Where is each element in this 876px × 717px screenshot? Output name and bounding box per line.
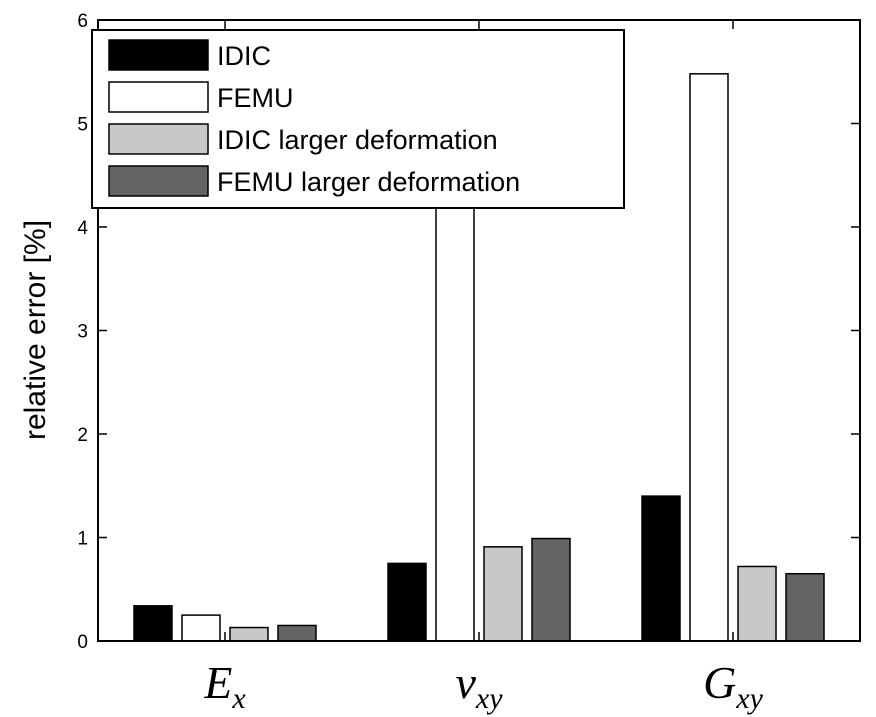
category-subscript: xy <box>735 682 763 715</box>
category-symbol: ν <box>455 657 476 708</box>
category-subscript: xy <box>475 682 503 715</box>
legend-swatch <box>108 81 209 113</box>
x-category-label: Gxy <box>703 657 764 715</box>
bar-femu-1 <box>435 200 475 642</box>
category-symbol: E <box>203 657 232 708</box>
bar-idic-larger-deformation-0 <box>229 626 269 642</box>
bar-idic-1 <box>387 562 427 642</box>
bar-femu-2 <box>689 73 729 642</box>
y-tick-label: 2 <box>77 425 88 446</box>
bar-idic-larger-deformation-1 <box>483 546 523 642</box>
y-tick-labels: 0 1 2 3 4 5 6 <box>77 11 88 653</box>
category-symbol: G <box>703 657 736 708</box>
bars <box>133 73 825 642</box>
bar-femu-larger-deformation-1 <box>531 537 571 642</box>
x-category-label: νxy <box>455 657 503 715</box>
x-category-labels: Ex νxy Gxy <box>203 657 763 715</box>
legend-label: FEMU <box>217 83 294 113</box>
category-subscript: x <box>231 682 246 715</box>
legend-swatch <box>108 123 209 155</box>
y-tick-label: 1 <box>77 529 88 550</box>
legend-label: FEMU larger deformation <box>217 167 520 197</box>
x-category-label: Ex <box>203 657 246 715</box>
bar-idic-2 <box>641 495 681 642</box>
y-tick-label: 6 <box>77 11 88 32</box>
legend-swatch <box>108 39 209 71</box>
bar-femu-larger-deformation-0 <box>277 624 317 642</box>
bar-femu-0 <box>181 614 221 642</box>
legend-label: IDIC larger deformation <box>217 125 498 155</box>
axes-box <box>97 19 861 642</box>
bar-idic-larger-deformation-2 <box>737 565 777 642</box>
y-tick-label: 4 <box>77 218 88 239</box>
bar-femu-larger-deformation-2 <box>785 572 825 642</box>
legend-label: IDIC <box>217 41 271 71</box>
y-tick-label: 3 <box>77 322 88 343</box>
legend: IDIC FEMU IDIC larger deformation FEMU larg… <box>91 29 625 209</box>
y-tick-label: 0 <box>77 632 88 653</box>
y-axis-label: relative error [%] <box>19 220 52 440</box>
bar-idic-0 <box>133 605 173 642</box>
y-tick-label: 5 <box>77 115 88 136</box>
legend-swatch <box>108 165 209 197</box>
